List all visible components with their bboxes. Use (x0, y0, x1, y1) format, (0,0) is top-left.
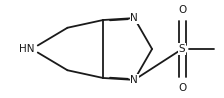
Text: O: O (178, 83, 186, 93)
Text: N: N (130, 75, 138, 85)
Text: N: N (130, 13, 138, 23)
Text: O: O (178, 5, 186, 15)
Text: HN: HN (19, 44, 34, 54)
Text: S: S (179, 44, 185, 54)
